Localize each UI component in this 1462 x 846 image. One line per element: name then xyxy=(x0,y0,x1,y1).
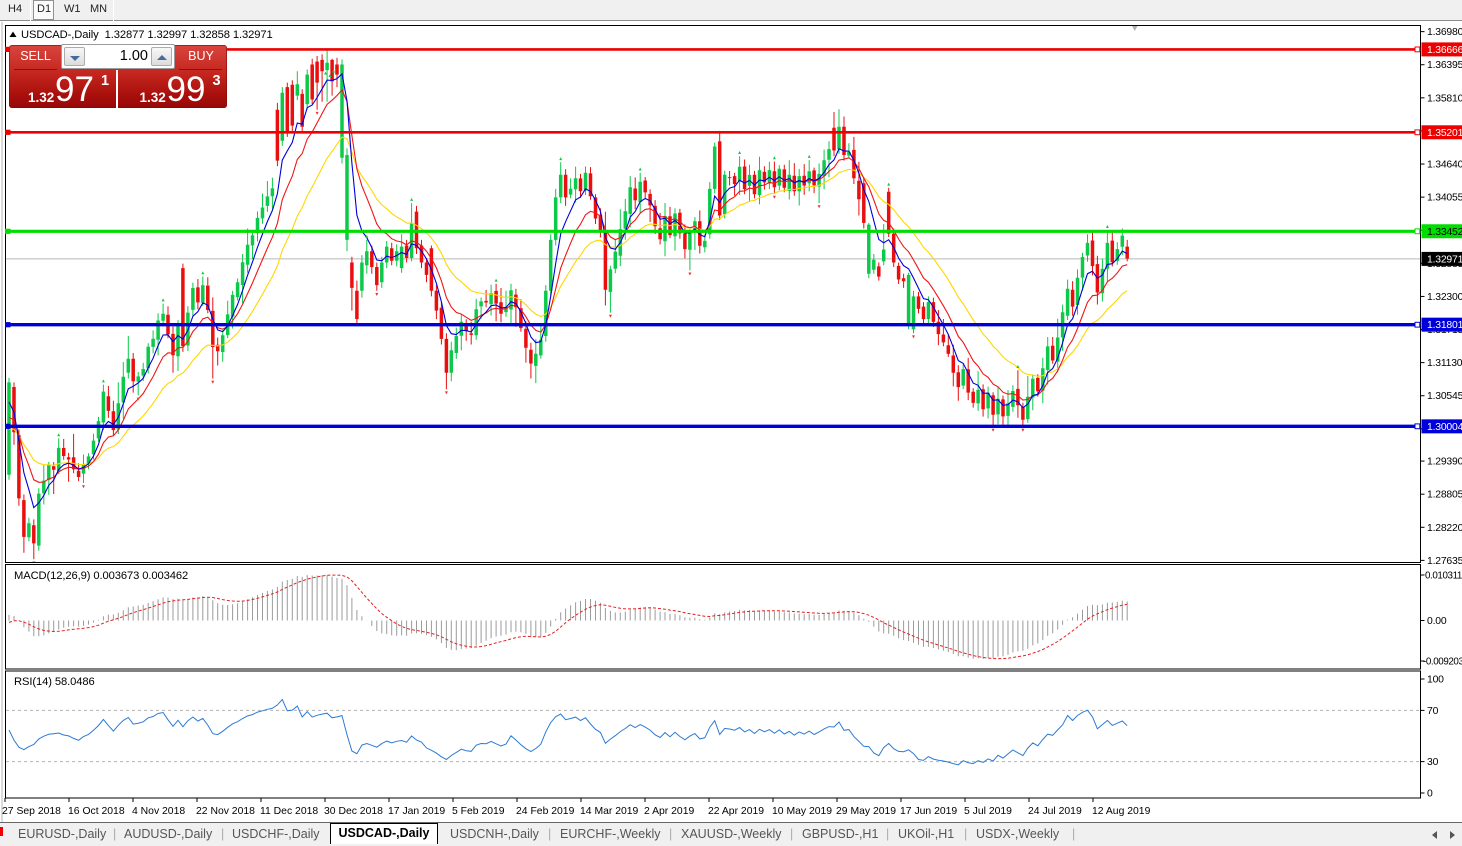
svg-text:4 Nov 2018: 4 Nov 2018 xyxy=(132,806,185,817)
svg-text:5 Feb 2019: 5 Feb 2019 xyxy=(452,806,505,817)
svg-text:1.36980: 1.36980 xyxy=(1427,27,1462,38)
svg-text:1.32971: 1.32971 xyxy=(1427,254,1462,265)
svg-text:70: 70 xyxy=(1427,706,1439,717)
svg-text:0.010311: 0.010311 xyxy=(1425,571,1462,582)
svg-text:17 Jan 2019: 17 Jan 2019 xyxy=(388,806,445,817)
svg-text:11 Dec 2018: 11 Dec 2018 xyxy=(260,806,318,817)
svg-text:1.36666: 1.36666 xyxy=(1427,45,1462,56)
svg-text:22 Nov 2018: 22 Nov 2018 xyxy=(196,806,255,817)
svg-text:1.36395: 1.36395 xyxy=(1427,60,1462,71)
svg-text:16 Oct 2018: 16 Oct 2018 xyxy=(68,806,125,817)
svg-text:1.31801: 1.31801 xyxy=(1427,320,1462,331)
svg-text:MACD(12,26,9) 0.003673 0.00346: MACD(12,26,9) 0.003673 0.003462 xyxy=(14,570,188,582)
svg-text:27 Sep 2018: 27 Sep 2018 xyxy=(2,806,61,817)
svg-text:12 Aug 2019: 12 Aug 2019 xyxy=(1092,806,1151,817)
svg-text:30 Dec 2018: 30 Dec 2018 xyxy=(324,806,383,817)
svg-text:1.30545: 1.30545 xyxy=(1427,391,1462,402)
svg-text:1.28805: 1.28805 xyxy=(1427,490,1462,501)
svg-text:RSI(14) 58.0486: RSI(14) 58.0486 xyxy=(14,676,95,688)
svg-text:1.27635: 1.27635 xyxy=(1427,556,1462,567)
svg-text:1.28220: 1.28220 xyxy=(1427,523,1462,534)
svg-text:24 Jul 2019: 24 Jul 2019 xyxy=(1028,806,1082,817)
svg-text:29 May 2019: 29 May 2019 xyxy=(836,806,896,817)
svg-text:0: 0 xyxy=(1427,789,1433,800)
svg-text:2 Apr 2019: 2 Apr 2019 xyxy=(644,806,694,817)
svg-text:100: 100 xyxy=(1427,675,1444,686)
svg-text:1.30004: 1.30004 xyxy=(1427,422,1462,433)
svg-text:14 Mar 2019: 14 Mar 2019 xyxy=(580,806,639,817)
svg-text:17 Jun 2019: 17 Jun 2019 xyxy=(900,806,957,817)
svg-text:5 Jul 2019: 5 Jul 2019 xyxy=(964,806,1012,817)
svg-text:22 Apr 2019: 22 Apr 2019 xyxy=(708,806,764,817)
svg-text:1.31130: 1.31130 xyxy=(1427,358,1462,369)
svg-text:0.00: 0.00 xyxy=(1427,616,1447,627)
svg-text:1.33452: 1.33452 xyxy=(1427,227,1462,238)
svg-text:1.32300: 1.32300 xyxy=(1427,292,1462,303)
svg-text:10 May 2019: 10 May 2019 xyxy=(772,806,832,817)
svg-text:1.35201: 1.35201 xyxy=(1427,128,1462,139)
svg-text:-0.009203: -0.009203 xyxy=(1423,657,1462,668)
svg-text:1.34640: 1.34640 xyxy=(1427,160,1462,171)
svg-text:24 Feb 2019: 24 Feb 2019 xyxy=(516,806,575,817)
svg-text:1.35810: 1.35810 xyxy=(1427,93,1462,104)
svg-text:1.29390: 1.29390 xyxy=(1427,457,1462,468)
svg-text:USDCAD-,Daily 1.32877 1.32997: USDCAD-,Daily 1.32877 1.32997 1.32858 1.… xyxy=(21,29,273,41)
svg-text:1.34055: 1.34055 xyxy=(1427,193,1462,204)
svg-text:30: 30 xyxy=(1427,757,1439,768)
